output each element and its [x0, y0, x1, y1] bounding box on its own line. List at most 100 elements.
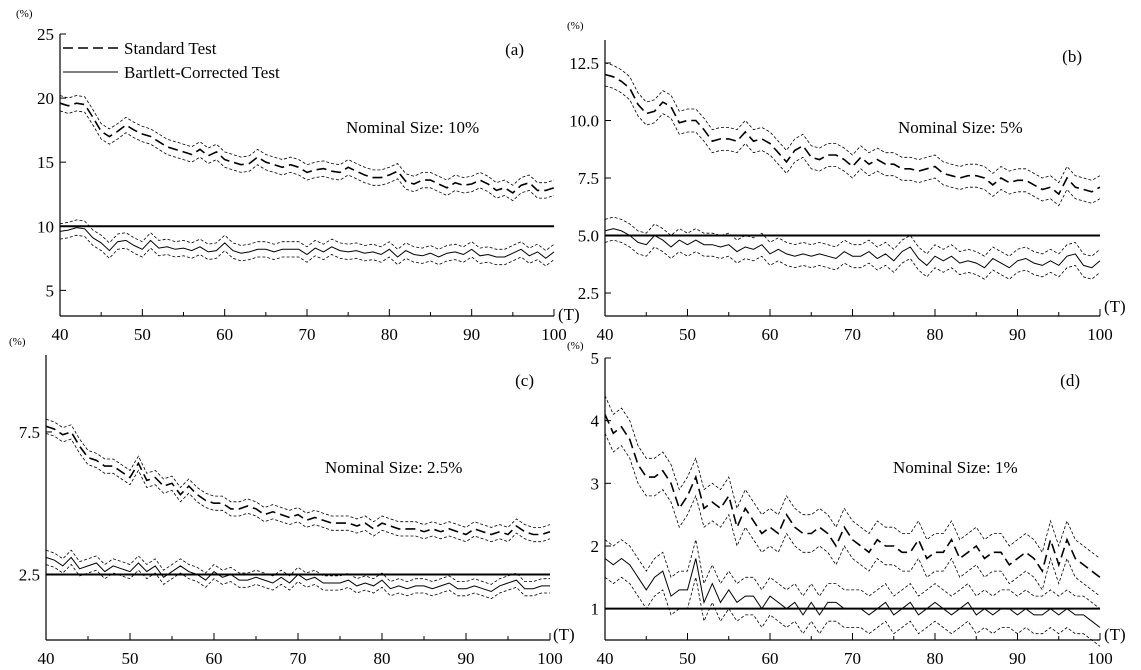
panel-a-bartlett-series — [59, 227, 555, 259]
panel-a-plot — [59, 95, 555, 267]
panel-a-x-tick-label: 40 — [52, 325, 69, 344]
panel-b-x-unit: (T) — [1104, 297, 1126, 316]
panel-b-standard-upper-band — [604, 62, 1101, 184]
panel-c-x-tick-label: 70 — [290, 649, 307, 668]
panel-b-label: (b) — [1062, 47, 1082, 66]
panel-c: 2.5 7.5 40 50 60 70 80 90 100 (%) (T) (c) Nomin… — [9, 336, 575, 668]
panel-d-label: (d) — [1060, 371, 1080, 390]
panel-b-x-tick-label: 70 — [844, 325, 861, 344]
panel-d-x-tick-label: 40 — [597, 649, 614, 668]
panel-d-x-tick-label: 90 — [1009, 649, 1026, 668]
panel-d-x-tick-label: 60 — [762, 649, 779, 668]
panel-b-y-tick-label: 10.0 — [569, 112, 599, 131]
legend-bartlett-label: Bartlett-Corrected Test — [124, 63, 280, 82]
panel-a-standard-series — [59, 102, 555, 194]
panel-a-x-tick-label: 50 — [134, 325, 151, 344]
panel-d-bartlett-upper-band — [604, 539, 1101, 610]
panel-d-x-tick-label: 50 — [679, 649, 696, 668]
panel-b-y-tick-label: 7.5 — [578, 169, 599, 188]
panel-a-bartlett-upper-band — [59, 219, 555, 252]
panel-c-y-unit: (%) — [9, 336, 26, 348]
panel-a-x-ticks: 40 50 60 70 80 90 100 — [52, 309, 567, 344]
legend: Standard Test Bartlett-Corrected Test — [63, 39, 280, 82]
panel-b-x-tick-label: 80 — [927, 325, 944, 344]
panel-c-x-unit: (T) — [553, 625, 575, 644]
panel-b-x-tick-label: 50 — [679, 325, 696, 344]
panel-a-y-tick-label: 15 — [37, 153, 54, 172]
panel-a-y-ticks: 5 10 15 20 25 — [37, 25, 66, 300]
panel-c-x-tick-label: 100 — [537, 649, 563, 668]
panel-d-y-tick-label: 3 — [591, 474, 600, 493]
panel-b-y-tick-label: 5.0 — [578, 227, 599, 246]
panel-c-axes — [45, 355, 550, 641]
panel-c-x-tick-label: 80 — [374, 649, 391, 668]
panel-d-x-unit: (T) — [1104, 625, 1126, 644]
panel-a-x-tick-label: 70 — [299, 325, 316, 344]
panel-d-y-tick-label: 1 — [591, 600, 600, 619]
panel-d-y-unit: (%) — [567, 340, 584, 352]
panel-c-y-tick-label: 7.5 — [19, 423, 40, 442]
panel-d-axes — [604, 358, 1100, 641]
panel-a-label: (a) — [505, 40, 524, 59]
panel-d-y-tick-label: 2 — [591, 537, 600, 556]
panel-a-standard-lower-band — [59, 110, 555, 202]
panel-c-x-tick-label: 60 — [206, 649, 223, 668]
panel-c-label: (c) — [515, 371, 534, 390]
panel-a-nominal-size: Nominal Size: 10% — [346, 118, 479, 137]
panel-c-x-tick-label: 90 — [458, 649, 475, 668]
panel-d-bartlett-lower-band — [604, 576, 1101, 647]
panel-b-bartlett-lower-band — [604, 239, 1101, 280]
panel-a-y-tick-label: 20 — [37, 89, 54, 108]
panel-b-x-tick-label: 60 — [762, 325, 779, 344]
panel-c-standard-series — [45, 425, 551, 536]
panel-a-standard-upper-band — [59, 95, 555, 186]
panel-c-bartlett-lower-band — [45, 563, 550, 600]
panel-d-x-tick-label: 80 — [927, 649, 944, 668]
panel-c-plot — [45, 418, 551, 600]
panel-a-y-tick-label: 5 — [46, 281, 55, 300]
panel-d-plot — [604, 395, 1101, 647]
panel-a-y-tick-label: 25 — [37, 25, 54, 44]
panel-b-x-tick-label: 90 — [1009, 325, 1026, 344]
panel-a-y-unit: (%) — [16, 8, 33, 20]
panel-d-standard-series — [604, 414, 1101, 578]
panel-c-standard-upper-band — [45, 418, 551, 528]
panel-b-bartlett-upper-band — [604, 216, 1101, 257]
panel-d-bartlett-series — [604, 557, 1101, 628]
panel-a-bartlett-lower-band — [59, 234, 555, 267]
panel-c-x-tick-label: 40 — [38, 649, 55, 668]
panel-d-x-tick-label: 70 — [844, 649, 861, 668]
panel-a-x-tick-label: 60 — [216, 325, 233, 344]
panel-d-standard-upper-band — [604, 395, 1101, 559]
panel-c-y-ticks: 2.5 7.5 — [19, 423, 52, 584]
panel-a-x-tick-label: 90 — [463, 325, 480, 344]
panel-d-x-ticks: 40 50 60 70 80 90 100 — [597, 633, 1113, 668]
panel-c-y-tick-label: 2.5 — [19, 565, 40, 584]
panel-c-x-ticks: 40 50 60 70 80 90 100 — [38, 633, 563, 668]
panel-d-y-tick-label: 4 — [591, 412, 600, 431]
panel-d: 1 2 3 4 5 40 50 60 70 80 90 100 (%) (T) (d) Nomina… — [567, 340, 1126, 668]
panel-a-x-tick-label: 80 — [381, 325, 398, 344]
legend-standard-label: Standard Test — [124, 39, 217, 58]
panel-c-standard-lower-band — [45, 433, 551, 543]
panel-b-bartlett-series — [604, 228, 1101, 269]
panel-b-x-ticks: 40 50 60 70 80 90 100 — [597, 309, 1113, 344]
panel-b-y-tick-label: 2.5 — [578, 284, 599, 303]
panel-b: 2.5 5.0 7.5 10.0 12.5 40 50 60 70 80 90 100 (%) (T… — [567, 20, 1126, 344]
panel-b-x-tick-label: 100 — [1087, 325, 1113, 344]
panel-b-standard-series — [604, 73, 1101, 196]
panel-a-y-tick-label: 10 — [37, 217, 54, 236]
panel-a: 5 10 15 20 25 40 50 60 70 80 90 100 (%) (T) (a) No… — [16, 8, 580, 344]
panel-d-nominal-size: Nominal Size: 1% — [893, 458, 1018, 477]
panel-b-y-tick-label: 12.5 — [569, 54, 599, 73]
panel-b-plot — [604, 62, 1101, 280]
panel-b-x-tick-label: 40 — [597, 325, 614, 344]
panel-c-nominal-size: Nominal Size: 2.5% — [325, 458, 462, 477]
panel-b-y-unit: (%) — [567, 20, 584, 32]
panel-b-nominal-size: Nominal Size: 5% — [898, 118, 1023, 137]
panel-d-y-ticks: 1 2 3 4 5 — [591, 349, 611, 619]
panel-b-y-ticks: 2.5 5.0 7.5 10.0 12.5 — [569, 54, 611, 303]
panel-c-bartlett-series — [45, 556, 550, 593]
panel-a-x-unit: (T) — [558, 305, 580, 324]
